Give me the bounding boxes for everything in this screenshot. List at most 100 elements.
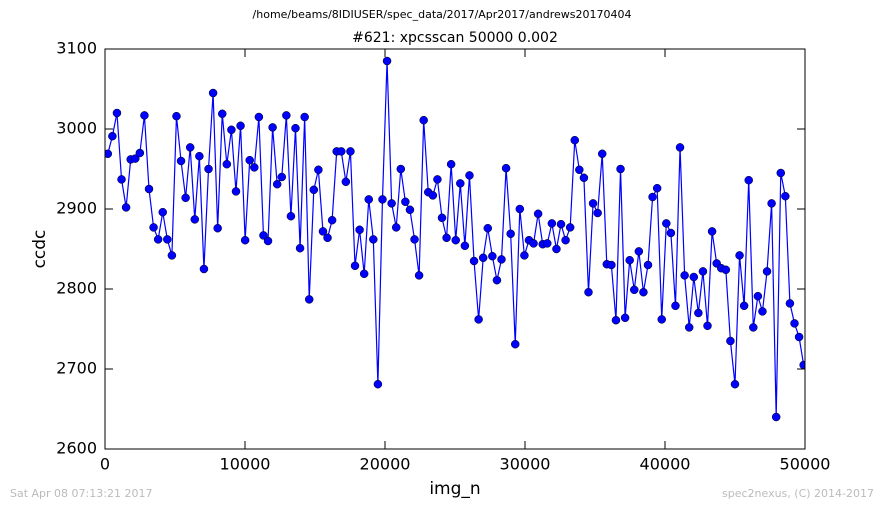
data-point: [355, 225, 364, 235]
x-tick-label: 20000: [360, 455, 411, 474]
data-point: [561, 235, 570, 245]
data-point: [291, 123, 300, 133]
data-point: [346, 147, 355, 156]
y-tick-label: 3000: [56, 119, 97, 138]
data-point: [337, 147, 346, 156]
data-point: [236, 121, 245, 131]
data-point: [359, 269, 369, 279]
data-point: [199, 264, 209, 274]
data-point: [382, 56, 392, 66]
data-point: [543, 239, 552, 248]
x-tick-label: 10000: [220, 455, 271, 474]
data-point: [698, 267, 708, 276]
data-point: [304, 295, 314, 304]
data-point: [762, 267, 772, 276]
data-point: [451, 235, 460, 245]
data-point: [520, 251, 529, 260]
data-point: [620, 313, 630, 323]
data-point: [488, 251, 497, 261]
data-point: [373, 379, 383, 389]
data-point: [794, 332, 804, 342]
data-point: [776, 168, 786, 178]
data-point: [533, 209, 543, 219]
data-point: [222, 159, 232, 169]
data-point: [680, 271, 689, 280]
data-point: [785, 299, 795, 308]
data-point: [726, 336, 735, 346]
data-point: [556, 219, 566, 229]
data-point: [240, 235, 250, 245]
data-point: [497, 255, 506, 264]
data-point: [369, 235, 378, 244]
data-point: [588, 199, 598, 208]
data-point: [460, 241, 470, 251]
suptitle: /home/beams/8IDIUSER/spec_data/2017/Apr2…: [253, 8, 632, 21]
y-tick-label: 2800: [56, 279, 97, 298]
data-point: [163, 235, 172, 244]
data-point: [286, 211, 296, 221]
data-point: [250, 163, 259, 172]
data-point: [666, 228, 676, 238]
data-point: [506, 229, 515, 239]
data-point: [456, 179, 465, 188]
data-point: [295, 243, 305, 253]
data-point: [149, 223, 158, 232]
data-point: [730, 379, 740, 389]
data-point: [753, 291, 763, 301]
footer-left: Sat Apr 08 07:13:21 2017: [10, 487, 152, 500]
data-point: [739, 301, 749, 311]
y-axis-label: ccdc: [30, 230, 50, 269]
data-point: [611, 315, 621, 325]
data-point: [671, 301, 680, 311]
data-point: [405, 205, 415, 215]
data-point: [771, 412, 781, 422]
data-point: [767, 199, 776, 208]
y-tick-label: 2600: [56, 439, 97, 458]
data-point: [639, 287, 648, 297]
data-point: [790, 319, 799, 328]
data-point: [607, 260, 616, 270]
data-point: [474, 315, 483, 324]
data-point: [575, 165, 584, 175]
data-point: [185, 143, 195, 152]
data-point: [131, 154, 140, 163]
data-point: [327, 215, 337, 225]
data-point: [140, 111, 149, 120]
data-point: [781, 191, 790, 201]
data-point: [135, 148, 145, 158]
data-point: [625, 255, 634, 265]
data-point: [378, 195, 387, 204]
data-point: [662, 219, 671, 228]
data-point: [758, 307, 767, 316]
data-point: [108, 131, 117, 141]
data-point: [478, 253, 488, 263]
y-tick-label: 2700: [56, 359, 97, 378]
data-point: [117, 175, 126, 184]
data-point: [547, 219, 557, 228]
data-point: [515, 204, 525, 214]
data-point: [272, 179, 282, 189]
data-point: [268, 123, 277, 132]
data-point: [387, 199, 396, 208]
data-point: [153, 235, 163, 244]
data-point: [350, 261, 360, 271]
x-tick-label: 50000: [780, 455, 831, 474]
data-point: [190, 215, 200, 224]
data-point: [433, 175, 442, 184]
data-point: [314, 165, 323, 175]
chart-title: #621: xpcsscan 50000 0.002: [352, 30, 558, 46]
data-point: [176, 156, 186, 166]
data-point: [469, 256, 479, 266]
data-point: [195, 151, 204, 161]
data-point: [309, 185, 319, 195]
data-point: [501, 163, 511, 173]
data-point: [401, 197, 410, 207]
data-point: [721, 265, 731, 275]
data-point: [510, 339, 520, 349]
data-point: [204, 164, 213, 174]
data-point: [492, 275, 502, 285]
data-point: [259, 231, 268, 240]
data-point: [483, 223, 493, 233]
data-point: [703, 321, 712, 331]
